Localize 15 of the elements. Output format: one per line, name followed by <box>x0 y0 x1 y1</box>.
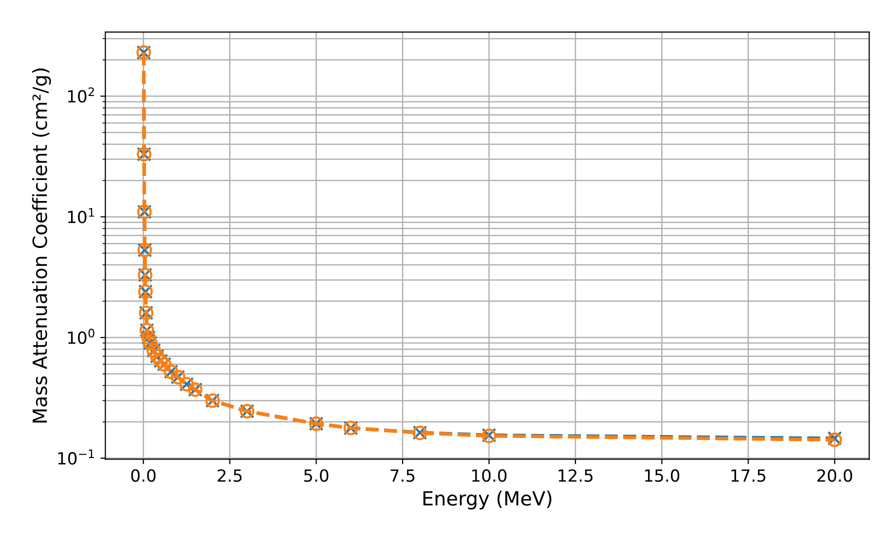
x-tick-label: 7.5 <box>390 469 414 482</box>
x-tick-label: 0.0 <box>131 469 156 482</box>
x-axis-title: Energy (MeV) <box>423 490 552 510</box>
x-tick-label: 15.0 <box>645 469 680 482</box>
x-tick-label: 2.5 <box>218 469 242 482</box>
x-tick-label: 12.5 <box>558 469 593 482</box>
y-tick-label: 10$^{−1}$ <box>58 450 94 465</box>
x-tick-label: 10.0 <box>472 469 506 482</box>
y-tick-label: 10$^{1}$ <box>68 208 94 224</box>
y-tick-label: 10$^{0}$ <box>68 328 94 344</box>
x-tick-label: 5.0 <box>304 469 328 482</box>
y-tick-label: 10$^{2}$ <box>68 87 94 103</box>
x-tick-label: 20.0 <box>817 469 852 482</box>
x-tick-label: 17.5 <box>732 469 766 482</box>
y-axis-title: Mass Attenuation Coefficient (cm²/g) <box>32 68 51 422</box>
